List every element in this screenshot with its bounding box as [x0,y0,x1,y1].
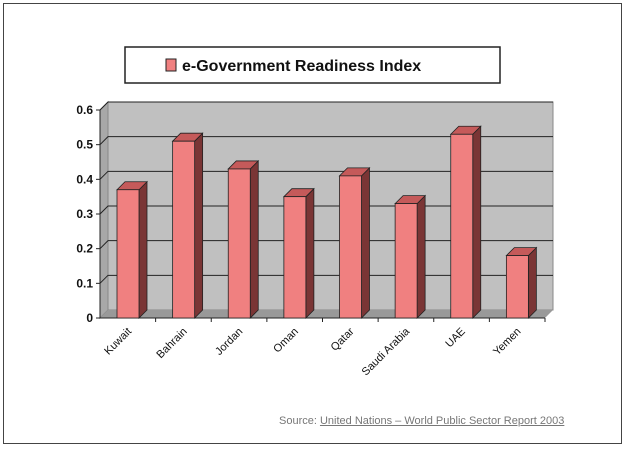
legend-swatch [165,58,177,72]
y-tick-label: 0.6 [76,103,93,117]
gridline [99,101,553,111]
bar-side [416,194,426,319]
x-tick-label: Yemen [491,326,523,358]
y-tick-label: 0.1 [76,276,93,290]
chart-frame [3,3,622,444]
x-tick-label: UAE [443,326,467,350]
x-tick-label: Jordan [213,326,245,358]
bar [172,140,196,319]
bar [227,168,251,319]
x-tick-label: Oman [271,326,301,356]
x-tick-label: Bahrain [154,326,189,361]
legend-box [124,46,501,84]
bar-side [305,187,315,319]
bar-side [249,159,259,319]
y-tick-label: 0.5 [76,138,93,152]
x-tick-label: Saudi Arabia [360,325,413,378]
bar [283,196,307,319]
gridline [99,170,553,180]
bar-side [472,125,482,319]
y-tick-label: 0.2 [76,242,93,256]
source-note: Source: United Nations – World Public Se… [279,415,564,427]
y-tick-label: 0 [86,311,93,325]
y-tick-label: 0.4 [76,172,93,186]
gridline [99,136,553,146]
y-tick-label: 0.3 [76,207,93,221]
x-tick-label: Qatar [329,325,357,353]
bar [450,133,474,319]
bar-side [361,166,370,319]
bar-side [527,246,537,319]
bar-side [138,180,148,319]
bar [339,175,362,319]
bar-side [194,132,204,319]
legend-label: e-Government Readiness Index [182,58,421,75]
bar [505,255,529,319]
source-link[interactable]: United Nations – World Public Sector Rep… [319,415,565,427]
floor [100,310,553,318]
source-prefix: Source: [279,415,320,427]
x-tick-label: Kuwait [102,326,134,358]
bar [116,189,140,319]
bar [394,203,418,319]
